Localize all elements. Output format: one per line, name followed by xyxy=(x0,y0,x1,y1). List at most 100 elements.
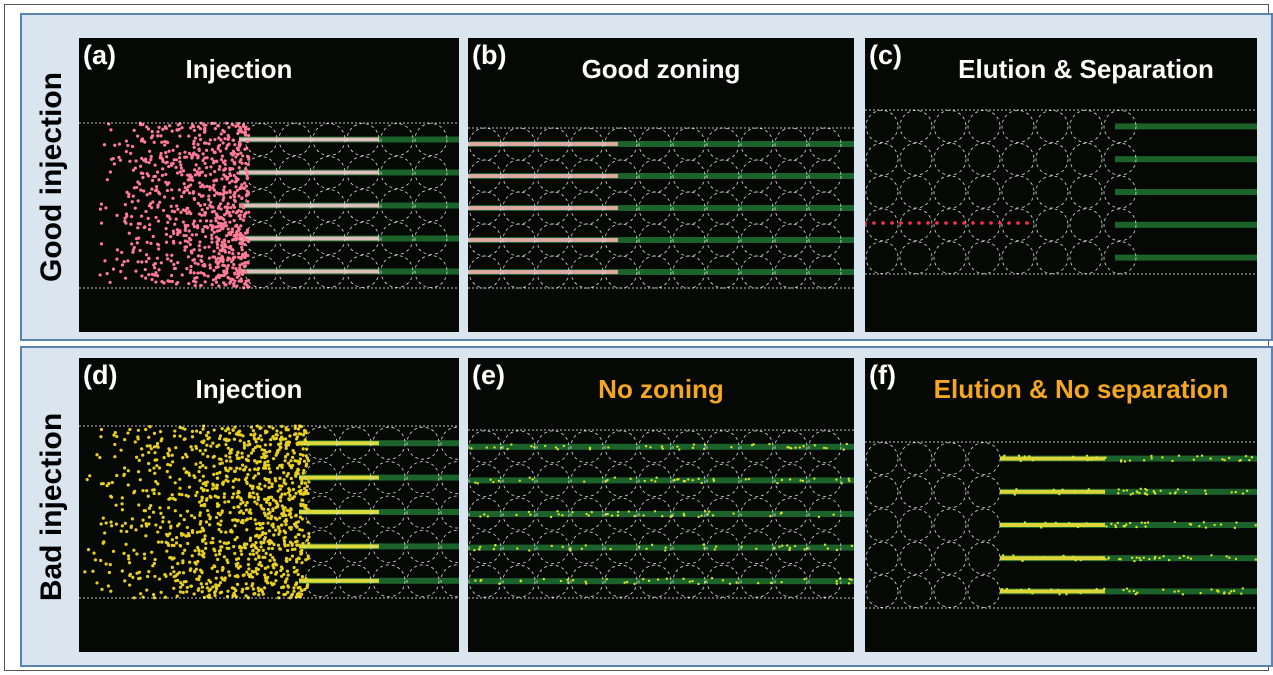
particle xyxy=(173,210,176,213)
particle xyxy=(205,185,208,188)
speck xyxy=(1223,459,1225,461)
particle xyxy=(299,457,302,460)
particle xyxy=(158,466,161,469)
particle xyxy=(262,452,265,455)
particle xyxy=(881,221,885,225)
particle xyxy=(283,542,286,545)
particle xyxy=(119,159,122,162)
streak xyxy=(468,511,854,517)
particle xyxy=(215,214,218,217)
speck xyxy=(555,446,557,448)
particle xyxy=(148,204,151,207)
speck xyxy=(607,446,609,448)
particle xyxy=(247,128,250,131)
speck xyxy=(569,549,571,551)
speck xyxy=(698,478,700,480)
particle xyxy=(233,438,236,441)
particle xyxy=(161,174,164,177)
particle xyxy=(179,211,182,214)
particle xyxy=(238,467,241,470)
particle xyxy=(231,210,234,213)
particle xyxy=(167,181,170,184)
speck xyxy=(1147,521,1149,523)
particle xyxy=(279,569,282,572)
particle xyxy=(127,483,130,486)
particle xyxy=(243,546,246,549)
particle xyxy=(179,544,182,547)
particle xyxy=(247,134,250,137)
speck xyxy=(732,512,734,514)
speck xyxy=(832,513,834,515)
particle xyxy=(307,459,310,462)
particle xyxy=(208,596,211,599)
speck xyxy=(1124,460,1126,462)
particle xyxy=(102,482,105,485)
particle xyxy=(241,253,244,256)
particle xyxy=(166,189,169,192)
particle xyxy=(165,253,168,256)
particle xyxy=(228,456,231,459)
particle xyxy=(192,222,195,225)
particle xyxy=(231,586,234,589)
speck xyxy=(531,478,533,480)
particle xyxy=(209,266,212,269)
particle xyxy=(216,472,219,475)
particle xyxy=(298,485,301,488)
particle xyxy=(238,546,241,549)
particle xyxy=(288,434,291,437)
particle xyxy=(236,276,239,279)
particle xyxy=(213,138,216,141)
particle xyxy=(120,530,123,533)
particle xyxy=(224,454,227,457)
speck xyxy=(1135,593,1137,595)
particle xyxy=(209,201,212,204)
particle xyxy=(198,479,201,482)
particle xyxy=(239,214,242,217)
particle xyxy=(169,526,172,529)
particle xyxy=(125,140,128,143)
particle xyxy=(202,185,205,188)
speck xyxy=(1126,489,1128,491)
particle xyxy=(115,474,118,477)
particle xyxy=(157,541,160,544)
particle xyxy=(141,176,144,179)
particle xyxy=(199,522,202,525)
particle xyxy=(208,589,211,592)
particle xyxy=(302,535,305,538)
streak xyxy=(1115,123,1257,129)
particle xyxy=(243,181,246,184)
speck xyxy=(645,445,647,447)
particle xyxy=(304,482,307,485)
pillar xyxy=(1036,176,1068,208)
particle xyxy=(128,160,131,163)
particle xyxy=(129,152,132,155)
speck xyxy=(1140,488,1142,490)
speck xyxy=(714,548,716,550)
particle xyxy=(156,482,159,485)
particle xyxy=(191,430,194,433)
speck xyxy=(1086,455,1088,457)
particle xyxy=(243,238,246,241)
particle xyxy=(260,438,263,441)
particle xyxy=(205,520,208,523)
streak xyxy=(468,477,854,483)
particle xyxy=(202,489,205,492)
particle xyxy=(865,221,867,225)
particle xyxy=(188,237,191,240)
particle xyxy=(193,219,196,222)
particle xyxy=(227,134,230,137)
particle xyxy=(300,588,303,591)
particle xyxy=(201,590,204,593)
particle xyxy=(140,524,143,527)
particle xyxy=(259,504,262,507)
particle xyxy=(240,162,243,165)
particle xyxy=(165,127,168,130)
particle xyxy=(239,549,242,552)
speck xyxy=(589,448,591,450)
speck xyxy=(693,443,695,445)
particle xyxy=(231,123,234,126)
particle xyxy=(163,143,166,146)
speck xyxy=(650,479,652,481)
particle xyxy=(166,470,169,473)
particle xyxy=(264,576,267,579)
